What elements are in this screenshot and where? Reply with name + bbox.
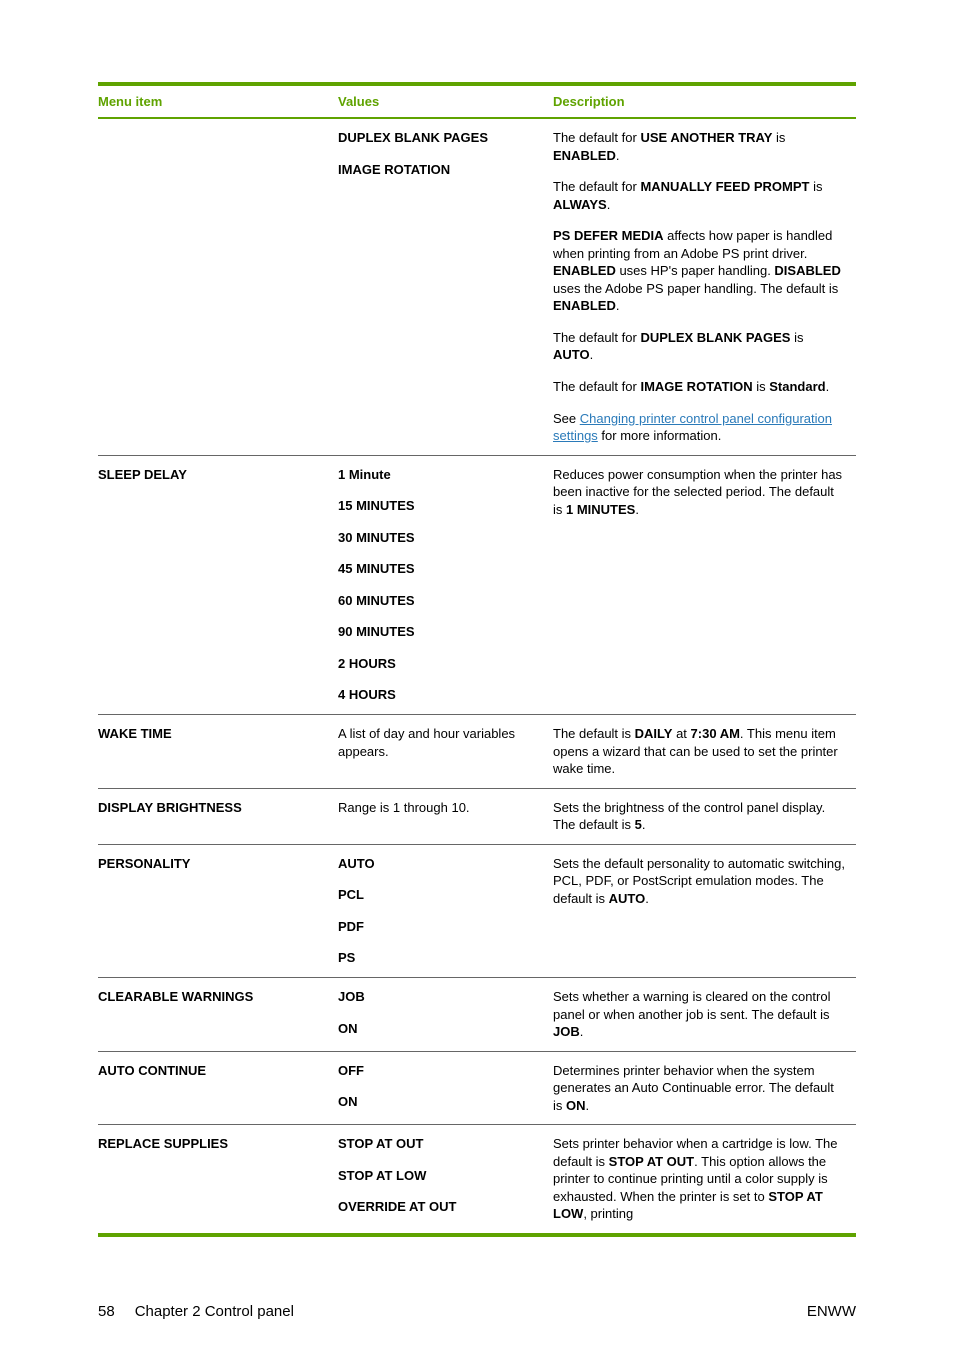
- col-header-menu: Menu item: [98, 84, 338, 118]
- value-option: IMAGE ROTATION: [338, 161, 543, 179]
- footer-right: ENWW: [807, 1303, 856, 1320]
- values-cell: A list of day and hour variables appears…: [338, 715, 553, 789]
- value-option: STOP AT LOW: [338, 1167, 543, 1185]
- menu-item-cell: PERSONALITY: [98, 844, 338, 977]
- value-option: 60 MINUTES: [338, 592, 543, 610]
- value-option: 2 HOURS: [338, 655, 543, 673]
- value-option: OFF: [338, 1062, 543, 1080]
- values-cell: STOP AT OUT STOP AT LOW OVERRIDE AT OUT: [338, 1125, 553, 1235]
- description-cell: Sets printer behavior when a cartridge i…: [553, 1125, 856, 1235]
- value-option: JOB: [338, 988, 543, 1006]
- values-cell: AUTO PCL PDF PS: [338, 844, 553, 977]
- value-option: AUTO: [338, 855, 543, 873]
- value-option: 45 MINUTES: [338, 560, 543, 578]
- description-cell: Sets the brightness of the control panel…: [553, 788, 856, 844]
- menu-item-cell: AUTO CONTINUE: [98, 1051, 338, 1125]
- value-option: Range is 1 through 10.: [338, 799, 543, 817]
- values-cell: DUPLEX BLANK PAGES IMAGE ROTATION: [338, 118, 553, 455]
- menu-item-cell: REPLACE SUPPLIES: [98, 1125, 338, 1235]
- description-cell: Sets the default personality to automati…: [553, 844, 856, 977]
- page-number: 58: [98, 1303, 115, 1320]
- table-row: AUTO CONTINUEOFF ON Determines printer beh…: [98, 1051, 856, 1125]
- value-option: 4 HOURS: [338, 686, 543, 704]
- values-cell: JOB ON: [338, 977, 553, 1051]
- value-option: 15 MINUTES: [338, 497, 543, 515]
- value-option: STOP AT OUT: [338, 1135, 543, 1153]
- menu-item-cell: SLEEP DELAY: [98, 455, 338, 714]
- chapter-label: Chapter 2 Control panel: [135, 1303, 294, 1320]
- value-option: 30 MINUTES: [338, 529, 543, 547]
- table-row: PERSONALITYAUTO PCL PDF PS Sets the default …: [98, 844, 856, 977]
- table-row: DUPLEX BLANK PAGES IMAGE ROTATION The defa…: [98, 118, 856, 455]
- menu-item-cell: [98, 118, 338, 455]
- description-cell: Determines printer behavior when the sys…: [553, 1051, 856, 1125]
- col-header-values: Values: [338, 84, 553, 118]
- table-row: CLEARABLE WARNINGSJOB ON Sets whether a wa…: [98, 977, 856, 1051]
- table-row: REPLACE SUPPLIESSTOP AT OUT STOP AT LOW OV…: [98, 1125, 856, 1235]
- value-option: ON: [338, 1020, 543, 1038]
- values-cell: Range is 1 through 10.: [338, 788, 553, 844]
- value-option: 1 Minute: [338, 466, 543, 484]
- table-row: SLEEP DELAY1 Minute 15 MINUTES 30 MINUTES 4…: [98, 455, 856, 714]
- menu-item-cell: DISPLAY BRIGHTNESS: [98, 788, 338, 844]
- value-option: PDF: [338, 918, 543, 936]
- col-header-description: Description: [553, 84, 856, 118]
- value-option: ON: [338, 1093, 543, 1111]
- value-option: PCL: [338, 886, 543, 904]
- menu-item-cell: WAKE TIME: [98, 715, 338, 789]
- description-cell: Reduces power consumption when the print…: [553, 455, 856, 714]
- menu-table: Menu item Values Description DUPLEX BLAN…: [98, 82, 856, 1237]
- values-cell: 1 Minute 15 MINUTES 30 MINUTES 45 MINUTES 60…: [338, 455, 553, 714]
- table-row: WAKE TIMEA list of day and hour variable…: [98, 715, 856, 789]
- value-option: OVERRIDE AT OUT: [338, 1198, 543, 1216]
- table-header-row: Menu item Values Description: [98, 84, 856, 118]
- doc-link[interactable]: Changing printer control panel configura…: [553, 411, 832, 444]
- values-cell: OFF ON: [338, 1051, 553, 1125]
- value-option: PS: [338, 949, 543, 967]
- page-footer: 58 Chapter 2 Control panel ENWW: [98, 1303, 856, 1320]
- value-option: A list of day and hour variables appears…: [338, 725, 543, 760]
- table-row: DISPLAY BRIGHTNESSRange is 1 through 10.…: [98, 788, 856, 844]
- page: Menu item Values Description DUPLEX BLAN…: [0, 0, 954, 1360]
- description-cell: Sets whether a warning is cleared on the…: [553, 977, 856, 1051]
- value-option: 90 MINUTES: [338, 623, 543, 641]
- table-body: DUPLEX BLANK PAGES IMAGE ROTATION The defa…: [98, 118, 856, 1235]
- description-cell: The default for USE ANOTHER TRAY is ENAB…: [553, 118, 856, 455]
- menu-item-cell: CLEARABLE WARNINGS: [98, 977, 338, 1051]
- description-cell: The default is DAILY at 7:30 AM. This me…: [553, 715, 856, 789]
- value-option: DUPLEX BLANK PAGES: [338, 129, 543, 147]
